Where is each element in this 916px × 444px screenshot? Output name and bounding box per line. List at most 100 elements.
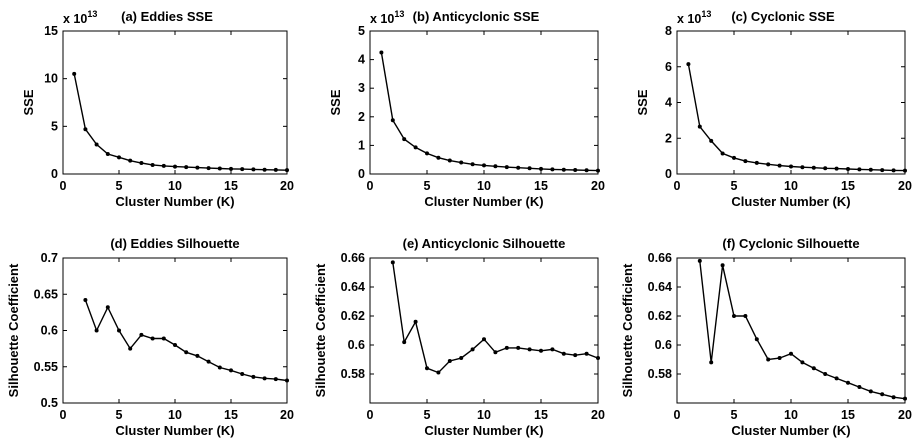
y-exponent-label: x 1013: [370, 9, 404, 26]
data-point: [285, 378, 289, 383]
x-tick-label: 0: [367, 408, 374, 422]
plot-frame: [676, 257, 906, 404]
x-axis-label: Cluster Number (K): [115, 194, 234, 209]
y-tick-label: 0.62: [341, 309, 365, 323]
chart-panel-4: 0 5 10 15 20 0.5 0.55 0.6 0.65 0.7 (d) Eddies Silh…: [6, 236, 294, 438]
data-point: [777, 356, 782, 361]
chart-title: (e) Anticyclonic Silhouette: [403, 236, 566, 251]
plot-frame: [369, 257, 599, 404]
data-point: [493, 164, 498, 169]
y-axis-label: Silhouette Coefficient: [620, 263, 635, 397]
y-tick-label: 0.64: [341, 280, 365, 294]
data-point: [754, 160, 759, 165]
y-tick-label: 0.58: [341, 367, 365, 381]
data-point: [811, 366, 816, 371]
data-point: [573, 353, 578, 358]
data-point: [516, 165, 521, 170]
y-exponent-label: x 1013: [63, 9, 97, 26]
x-tick-label: 15: [841, 408, 855, 422]
y-tick-label: 0.6: [348, 338, 365, 352]
data-point: [470, 162, 475, 167]
x-tick-label: 10: [477, 179, 491, 193]
series-line: [73, 73, 288, 171]
plot-frame: [369, 30, 599, 175]
data-point: [789, 164, 793, 169]
data-point: [539, 348, 543, 353]
data-point: [800, 165, 805, 170]
data-point: [150, 162, 155, 167]
y-tick-label: 0: [358, 167, 365, 181]
y-tick-label: 0.62: [648, 309, 672, 323]
data-point: [789, 351, 793, 356]
x-tick-label: 0: [60, 179, 67, 193]
x-tick-label: 15: [841, 179, 855, 193]
y-tick-label: 0: [51, 167, 58, 181]
data-point: [482, 337, 486, 342]
chart-title: (a) Eddies SSE: [121, 9, 213, 24]
x-axis-label: Cluster Number (K): [731, 194, 850, 209]
data-point: [823, 166, 828, 171]
x-tick-label: 20: [898, 179, 912, 193]
chart-panel-2: 0 5 10 15 20 0 1 2 3 4 5 x 1013 (b) Anticyclonic SSE…: [328, 9, 605, 209]
series-line: [687, 63, 906, 172]
data-point: [539, 166, 543, 171]
x-tick-label: 10: [168, 408, 182, 422]
y-tick-label: 0.66: [341, 251, 365, 265]
x-axis-label: Cluster Number (K): [731, 423, 850, 438]
data-point: [891, 168, 896, 173]
data-point: [161, 336, 166, 341]
data-point: [697, 124, 702, 129]
chart-title: (d) Eddies Silhouette: [110, 236, 239, 251]
chart-panel-6: 0 5 10 15 20 0.58 0.6 0.62 0.64 0.66 (f) Cyclonic …: [620, 236, 912, 438]
chart-panel-3: 0 5 10 15 20 0 2 4 6 8 x 1013 (c) Cyclonic SSE Clust…: [635, 9, 912, 209]
data-point: [413, 145, 418, 150]
data-point: [251, 167, 256, 172]
data-point: [413, 319, 418, 324]
chart-title: (b) Anticyclonic SSE: [413, 9, 540, 24]
data-point: [105, 151, 110, 156]
data-point: [195, 353, 200, 358]
data-point: [709, 138, 714, 143]
y-tick-label: 0.65: [34, 287, 58, 301]
data-point: [94, 142, 99, 147]
data-point: [857, 167, 862, 172]
data-point: [83, 127, 88, 132]
y-tick-label: 5: [51, 119, 58, 133]
data-point: [482, 163, 486, 168]
x-tick-label: 5: [116, 408, 123, 422]
x-tick-label: 20: [280, 179, 294, 193]
x-tick-label: 5: [424, 179, 431, 193]
data-point: [390, 260, 395, 265]
data-point: [425, 151, 429, 156]
data-point: [834, 376, 839, 381]
y-exponent-label: x 1013: [677, 9, 711, 26]
data-point: [868, 389, 873, 394]
data-point: [891, 395, 896, 400]
data-point: [217, 365, 222, 370]
y-tick-label: 2: [358, 110, 365, 124]
x-axis-label: Cluster Number (K): [424, 423, 543, 438]
y-tick-label: 6: [665, 60, 672, 74]
y-tick-label: 0: [665, 167, 672, 181]
data-point: [504, 345, 509, 350]
data-point: [425, 366, 429, 371]
data-point: [229, 166, 233, 171]
data-point: [823, 372, 828, 376]
data-point: [584, 351, 589, 356]
y-tick-label: 8: [665, 24, 672, 38]
y-tick-label: 3: [358, 81, 365, 95]
data-point: [596, 168, 600, 173]
x-tick-label: 10: [784, 408, 798, 422]
y-tick-label: 10: [44, 72, 58, 86]
data-point: [128, 158, 133, 163]
y-tick-label: 2: [665, 131, 672, 145]
data-point: [766, 162, 771, 167]
data-point: [262, 376, 267, 381]
data-point: [561, 167, 566, 172]
data-point: [273, 167, 278, 172]
x-tick-label: 0: [674, 408, 681, 422]
y-tick-label: 0.66: [648, 251, 672, 265]
x-tick-label: 0: [674, 179, 681, 193]
data-point: [857, 385, 862, 390]
x-axis-label: Cluster Number (K): [115, 423, 234, 438]
